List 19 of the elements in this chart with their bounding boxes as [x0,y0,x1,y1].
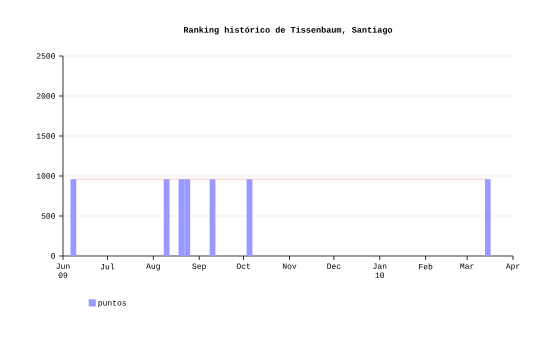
x-tick-label: Apr [506,264,520,270]
x-tick-label: Jan 10 [373,264,386,278]
x-tick-label: Dec [327,264,341,269]
chart-title: Ranking histórico de Tissenbaum, Santiago [184,26,392,34]
y-tick-label: 0 [51,253,55,259]
y-tick-label: 500 [42,213,55,219]
y-tick-label: 1500 [36,133,55,139]
x-tick-label: Jun 09 [56,264,70,278]
y-tick-label: 2000 [36,93,55,99]
x-tick-label: Feb [419,264,432,270]
y-tick-label: 2500 [36,53,55,59]
x-tick-label: Nov [282,264,296,269]
x-tick-label: Sep [192,264,206,271]
x-tick-label: Jul [100,264,114,270]
y-tick-label: 1000 [36,173,55,179]
x-tick-label: Oct [236,264,250,269]
x-tick-label: Mar [460,264,474,269]
legend-label: puntos [98,300,126,308]
x-tick-label: Aug [146,264,160,270]
